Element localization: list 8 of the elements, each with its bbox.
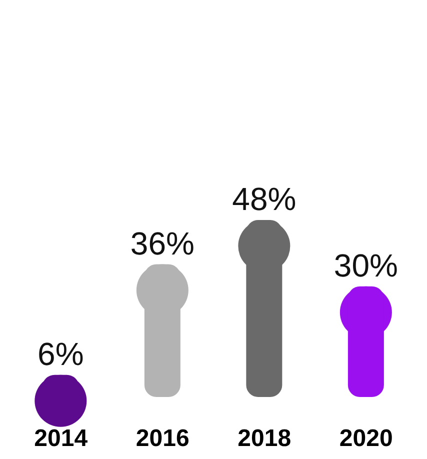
data-label: 36% <box>130 225 194 262</box>
x-tick-label: 2016 <box>136 425 190 452</box>
data-label: 48% <box>232 181 296 217</box>
data-label: 6% <box>38 336 84 372</box>
x-tick-label: 2018 <box>238 425 292 452</box>
x-tick-label: 2014 <box>34 425 88 452</box>
data-label: 30% <box>334 247 398 284</box>
x-tick-label: 2020 <box>339 425 393 452</box>
